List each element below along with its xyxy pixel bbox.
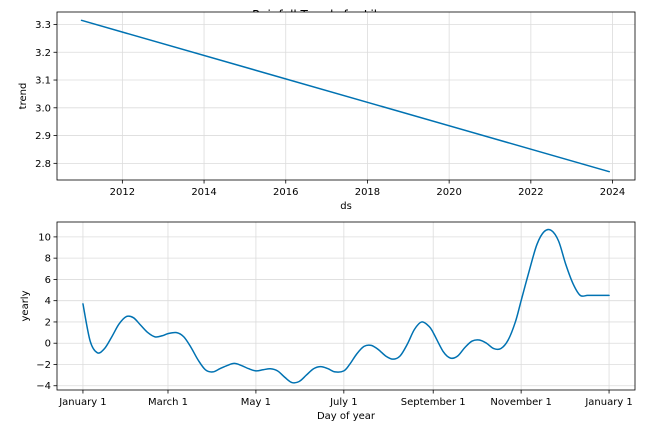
trend-y-tick-label: 2.8 — [35, 159, 51, 170]
trend-series-line — [80, 19, 611, 173]
trend-y-tick-label: 3.0 — [35, 103, 51, 114]
yearly-x-tick-label: July 1 — [329, 397, 358, 408]
trend-x-tick-label: 2014 — [191, 187, 216, 198]
trend-y-tick-label: 3.3 — [35, 20, 51, 31]
yearly-y-tick-label: 2 — [45, 317, 51, 328]
yearly-panel: January 1 March 1 May 1 July 1 September 1 No… — [20, 221, 636, 422]
yearly-y-tick-label: 8 — [45, 254, 51, 265]
trend-x-tick-label: 2012 — [110, 187, 135, 198]
trend-grid — [57, 12, 635, 180]
trend-x-tick-label: 2016 — [273, 187, 298, 198]
trend-x-tick-label: 2020 — [436, 187, 461, 198]
trend-x-tick-label: 2018 — [355, 187, 380, 198]
yearly-marks — [82, 228, 610, 384]
yearly-y-tick-label: 6 — [45, 275, 51, 286]
trend-panel: 2012 2014 2016 2018 2020 2022 2024 2.8 2.9 3.0 3.1… — [18, 11, 636, 212]
trend-frame — [56, 11, 636, 181]
trend-x-tick-label: 2024 — [600, 187, 625, 198]
trend-marks — [80, 19, 611, 173]
trend-y-tick-label: 2.9 — [35, 131, 51, 142]
trend-ticks: 2012 2014 2016 2018 2020 2022 2024 2.8 2.9 3.0 3.1… — [35, 20, 625, 198]
yearly-y-tick-label: −4 — [36, 381, 51, 392]
yearly-x-tick-label: January 1 — [58, 397, 106, 408]
yearly-y-tick-label: 0 — [45, 339, 51, 350]
yearly-x-tick-label: January 1 — [584, 397, 632, 408]
trend-x-axis-label: ds — [340, 201, 352, 212]
yearly-x-tick-label: May 1 — [241, 397, 271, 408]
trend-y-tick-label: 3.2 — [35, 48, 51, 59]
trend-y-tick-label: 3.1 — [35, 76, 51, 87]
yearly-y-tick-label: 10 — [38, 232, 51, 243]
trend-x-tick-label: 2022 — [518, 187, 543, 198]
yearly-plot-area — [57, 222, 635, 390]
yearly-x-tick-label: September 1 — [401, 397, 466, 408]
yearly-y-tick-label: 4 — [45, 296, 51, 307]
yearly-x-axis-label: Day of year — [317, 411, 376, 422]
yearly-x-tick-label: November 1 — [490, 397, 552, 408]
yearly-y-axis-label: yearly — [20, 290, 31, 321]
yearly-frame — [56, 221, 636, 391]
yearly-series-line — [82, 228, 610, 384]
yearly-ticks: January 1 March 1 May 1 July 1 September 1 No… — [36, 232, 633, 408]
yearly-y-tick-label: −2 — [36, 360, 51, 371]
trend-y-axis-label: trend — [18, 83, 29, 110]
yearly-x-tick-label: March 1 — [148, 397, 188, 408]
